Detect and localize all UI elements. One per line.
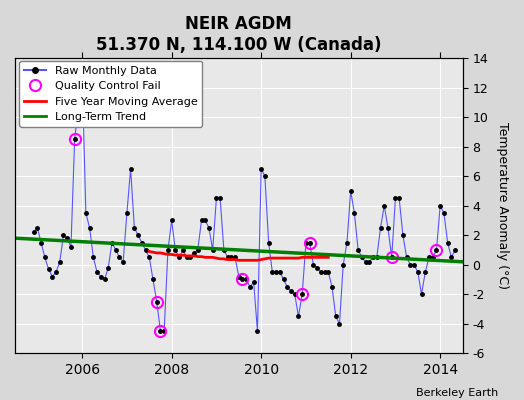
Legend: Raw Monthly Data, Quality Control Fail, Five Year Moving Average, Long-Term Tren: Raw Monthly Data, Quality Control Fail, …: [19, 61, 202, 127]
Text: Berkeley Earth: Berkeley Earth: [416, 388, 498, 398]
Title: NEIR AGDM
51.370 N, 114.100 W (Canada): NEIR AGDM 51.370 N, 114.100 W (Canada): [96, 15, 381, 54]
Y-axis label: Temperature Anomaly (°C): Temperature Anomaly (°C): [496, 122, 509, 289]
